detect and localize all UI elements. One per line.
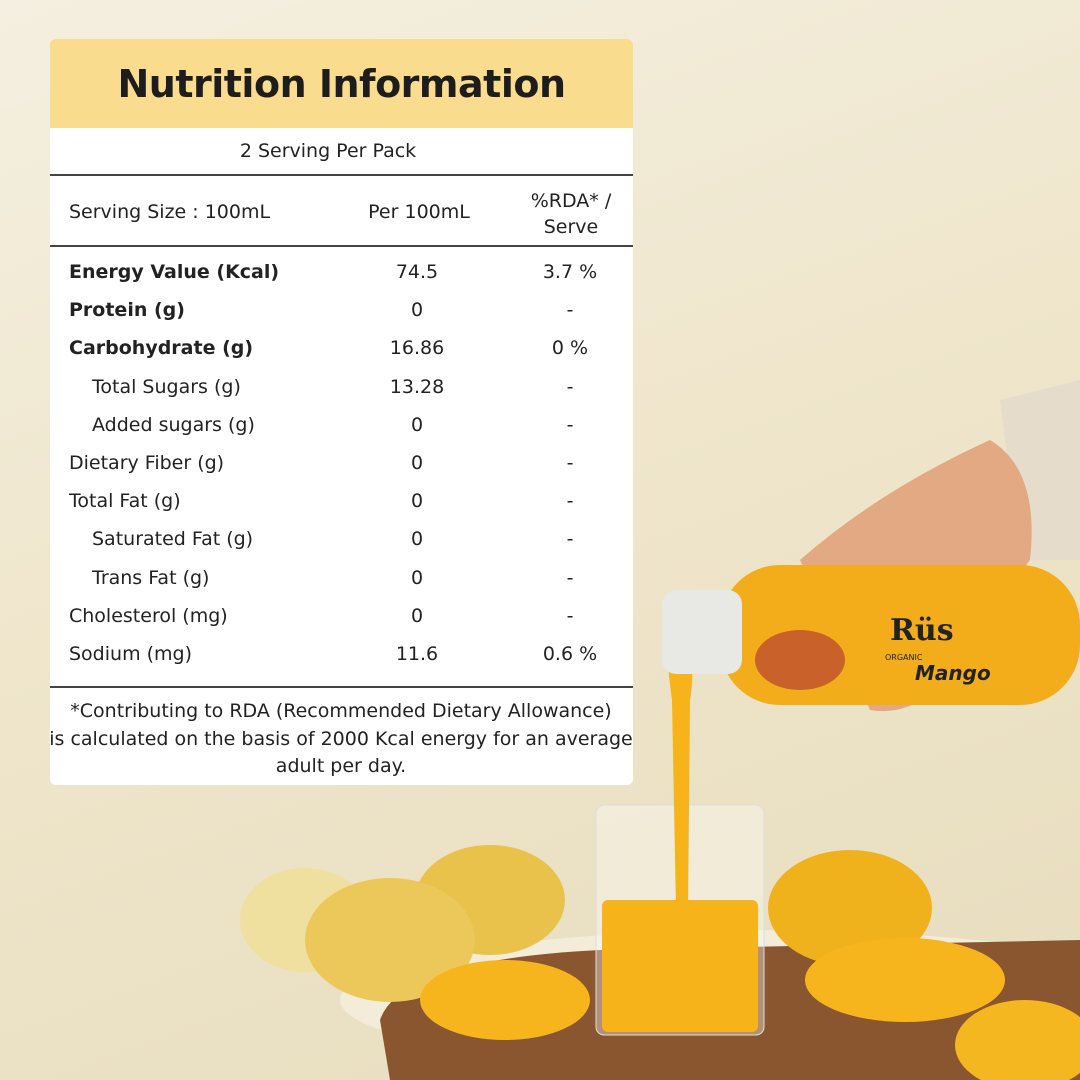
row-label: Sodium (mg) bbox=[69, 643, 193, 665]
rda: - bbox=[566, 528, 574, 551]
bottle-brand: Rüs bbox=[890, 613, 954, 648]
footnote: *Contributing to RDA (Recommended Dietar… bbox=[70, 700, 612, 722]
per-100ml: 0 bbox=[410, 413, 424, 436]
column-header: %RDA* / Serve bbox=[530, 190, 612, 238]
row-label: Carbohydrate (g) bbox=[69, 337, 254, 360]
footnote: adult per day. bbox=[275, 755, 407, 777]
row-label: Saturated Fat (g) bbox=[92, 528, 254, 551]
title: Nutrition Information bbox=[50, 39, 633, 128]
bottle-name: Mango bbox=[915, 661, 991, 685]
per-100ml: 13.28 bbox=[389, 375, 445, 398]
row-label: Total Sugars (g) bbox=[92, 375, 241, 398]
column-header: Per 100mL bbox=[368, 201, 470, 223]
juice bbox=[602, 900, 758, 1032]
nutrition-card: Nutrition Information 2 Serving Per Pack… bbox=[50, 39, 633, 785]
per-100ml: 0 bbox=[410, 490, 424, 513]
column-header: Serving Size : 100mL bbox=[69, 201, 271, 223]
rda: - bbox=[566, 604, 574, 627]
row-label: Dietary Fiber (g) bbox=[69, 452, 225, 474]
footnote: is calculated on the basis of 2000 Kcal … bbox=[50, 727, 633, 750]
rda: - bbox=[566, 490, 574, 513]
per-100ml: 74.5 bbox=[395, 261, 439, 283]
rda: 3.7 % bbox=[542, 261, 598, 283]
rda: - bbox=[566, 413, 574, 436]
rda: - bbox=[566, 452, 574, 474]
bottle-neck bbox=[662, 590, 742, 674]
row-label: Cholesterol (mg) bbox=[69, 604, 228, 627]
row-label: Energy Value (Kcal) bbox=[69, 261, 280, 283]
rda: 0 % bbox=[551, 337, 589, 360]
row-label: Added sugars (g) bbox=[92, 413, 255, 436]
mango-half bbox=[955, 1000, 1080, 1080]
row-label: Trans Fat (g) bbox=[92, 566, 210, 589]
rda: - bbox=[566, 299, 574, 322]
bottle-subbrand: ORGANIC bbox=[885, 653, 923, 662]
mango bbox=[305, 878, 475, 1002]
servings: 2 Serving Per Pack bbox=[239, 140, 417, 162]
divider bbox=[50, 245, 633, 247]
mango bbox=[768, 850, 932, 966]
row-label: Total Fat (g) bbox=[69, 490, 181, 513]
divider bbox=[50, 174, 633, 176]
per-100ml: 16.86 bbox=[389, 337, 445, 360]
row-label: Protein (g) bbox=[69, 299, 185, 322]
rda: 0.6 % bbox=[542, 643, 598, 665]
per-100ml: 0 bbox=[410, 528, 424, 551]
divider bbox=[50, 686, 633, 688]
per-100ml: 0 bbox=[410, 604, 424, 627]
per-100ml: 11.6 bbox=[395, 643, 439, 665]
bottle-illustration bbox=[755, 630, 845, 690]
per-100ml: 0 bbox=[410, 452, 424, 474]
rda: - bbox=[566, 566, 574, 589]
per-100ml: 0 bbox=[410, 566, 424, 589]
mango-cubes bbox=[805, 938, 1005, 1022]
per-100ml: 0 bbox=[410, 299, 424, 322]
juice-stream bbox=[667, 630, 693, 910]
rda: - bbox=[566, 375, 574, 398]
mango-cubes bbox=[420, 960, 590, 1040]
